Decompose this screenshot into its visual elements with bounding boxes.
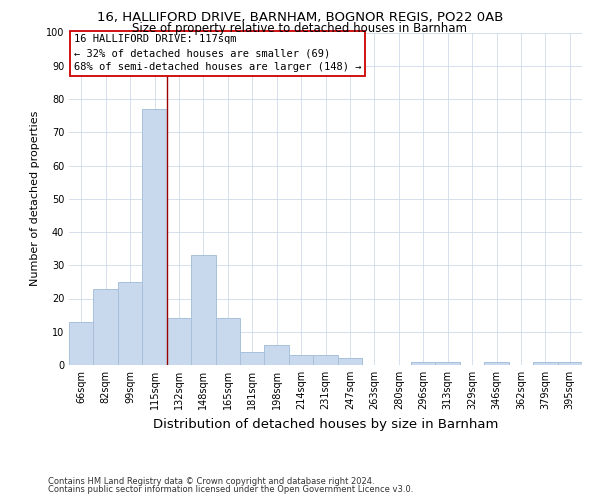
Bar bbox=[265, 345, 289, 365]
Bar bbox=[533, 362, 557, 365]
Bar bbox=[142, 109, 167, 365]
Bar bbox=[411, 362, 436, 365]
Text: 16 HALLIFORD DRIVE: 117sqm
← 32% of detached houses are smaller (69)
68% of semi: 16 HALLIFORD DRIVE: 117sqm ← 32% of deta… bbox=[74, 34, 362, 72]
X-axis label: Distribution of detached houses by size in Barnham: Distribution of detached houses by size … bbox=[153, 418, 498, 430]
Text: Contains HM Land Registry data © Crown copyright and database right 2024.: Contains HM Land Registry data © Crown c… bbox=[48, 477, 374, 486]
Bar bbox=[94, 288, 118, 365]
Bar bbox=[167, 318, 191, 365]
Bar bbox=[118, 282, 142, 365]
Bar bbox=[240, 352, 265, 365]
Bar bbox=[338, 358, 362, 365]
Bar bbox=[215, 318, 240, 365]
Bar bbox=[313, 355, 338, 365]
Bar bbox=[557, 362, 582, 365]
Text: 16, HALLIFORD DRIVE, BARNHAM, BOGNOR REGIS, PO22 0AB: 16, HALLIFORD DRIVE, BARNHAM, BOGNOR REG… bbox=[97, 11, 503, 24]
Text: Size of property relative to detached houses in Barnham: Size of property relative to detached ho… bbox=[133, 22, 467, 35]
Bar bbox=[69, 322, 94, 365]
Bar bbox=[191, 256, 215, 365]
Bar bbox=[484, 362, 509, 365]
Text: Contains public sector information licensed under the Open Government Licence v3: Contains public sector information licen… bbox=[48, 484, 413, 494]
Bar bbox=[436, 362, 460, 365]
Y-axis label: Number of detached properties: Number of detached properties bbox=[30, 111, 40, 286]
Bar bbox=[289, 355, 313, 365]
